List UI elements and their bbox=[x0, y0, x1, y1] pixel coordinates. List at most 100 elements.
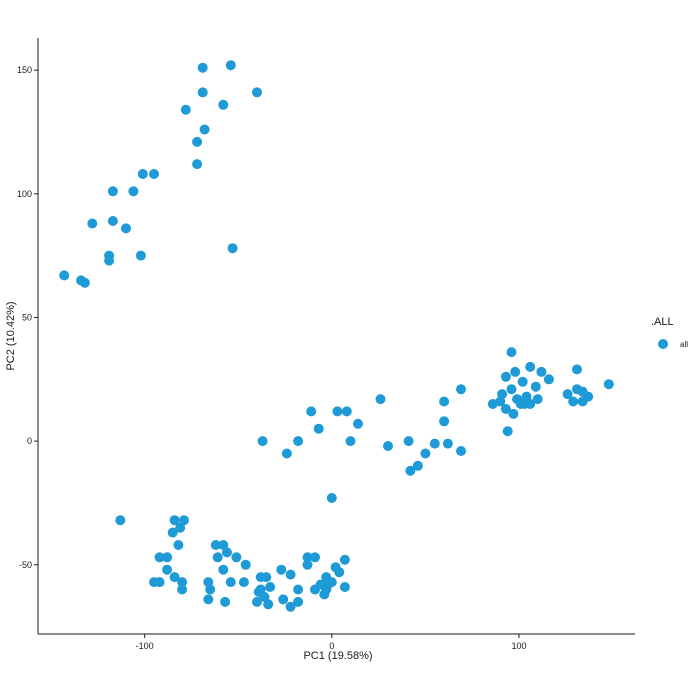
data-point bbox=[192, 136, 203, 147]
data-point bbox=[238, 577, 249, 588]
data-point bbox=[276, 564, 287, 575]
data-point bbox=[568, 396, 579, 407]
data-point bbox=[218, 99, 229, 110]
data-point bbox=[162, 552, 173, 563]
data-point bbox=[525, 361, 536, 372]
legend-label-all: all bbox=[680, 340, 688, 349]
data-point bbox=[180, 104, 191, 115]
data-point bbox=[285, 601, 296, 612]
data-point bbox=[137, 169, 148, 179]
data-point bbox=[227, 243, 238, 254]
data-point bbox=[310, 552, 320, 563]
data-point bbox=[341, 406, 352, 417]
data-point bbox=[167, 527, 178, 538]
data-point bbox=[439, 416, 450, 427]
data-point bbox=[259, 591, 270, 602]
data-point bbox=[293, 436, 304, 447]
y-tick-label: 150 bbox=[17, 65, 32, 75]
data-point bbox=[517, 376, 528, 387]
data-point bbox=[205, 584, 216, 595]
data-point bbox=[405, 465, 416, 476]
y-tick-label: 50 bbox=[22, 312, 32, 322]
data-point bbox=[79, 277, 90, 288]
data-point bbox=[319, 589, 330, 600]
data-point bbox=[536, 366, 547, 377]
data-point bbox=[177, 577, 188, 588]
data-point bbox=[107, 186, 118, 197]
legend-title: .ALL bbox=[651, 316, 674, 328]
data-point bbox=[285, 569, 296, 580]
legend-swatch bbox=[658, 339, 668, 349]
data-point bbox=[572, 364, 582, 375]
data-point bbox=[506, 384, 517, 395]
data-point bbox=[293, 584, 304, 595]
data-point bbox=[218, 564, 229, 575]
data-point bbox=[530, 381, 541, 392]
data-point bbox=[420, 448, 431, 459]
data-point bbox=[302, 559, 313, 570]
data-point bbox=[261, 572, 272, 583]
data-point bbox=[104, 255, 115, 266]
data-point bbox=[59, 270, 70, 281]
data-point bbox=[222, 547, 232, 558]
data-point bbox=[345, 436, 356, 447]
x-ticks: -100 0 100 bbox=[136, 634, 526, 651]
x-tick-label: 100 bbox=[511, 641, 526, 651]
data-point bbox=[281, 448, 292, 459]
data-point bbox=[456, 384, 466, 395]
data-point bbox=[502, 426, 513, 437]
data-point bbox=[326, 493, 337, 503]
data-point bbox=[353, 418, 363, 429]
y-tick-label: 100 bbox=[17, 189, 32, 199]
data-point bbox=[265, 582, 276, 592]
data-point bbox=[173, 540, 184, 550]
data-point bbox=[603, 379, 614, 390]
data-point bbox=[169, 572, 180, 583]
data-point bbox=[107, 216, 118, 226]
data-point bbox=[197, 87, 208, 98]
x-axis-title: PC1 (19.58%) bbox=[303, 650, 372, 662]
data-point bbox=[135, 250, 146, 261]
y-tick-label: -50 bbox=[19, 560, 32, 570]
data-point bbox=[162, 564, 173, 575]
data-point bbox=[310, 584, 320, 595]
data-point bbox=[197, 62, 208, 73]
data-point bbox=[257, 436, 268, 447]
data-point bbox=[115, 515, 126, 526]
legend: .ALL all bbox=[651, 316, 688, 349]
data-point bbox=[252, 87, 262, 98]
data-point bbox=[456, 446, 466, 456]
points-layer bbox=[59, 60, 614, 612]
data-point bbox=[334, 567, 345, 578]
data-point bbox=[500, 371, 511, 382]
data-point bbox=[175, 522, 186, 533]
y-tick-label: 0 bbox=[27, 436, 32, 446]
plot-background bbox=[38, 38, 635, 634]
data-point bbox=[263, 599, 274, 610]
data-point bbox=[199, 124, 210, 135]
data-point bbox=[508, 408, 519, 419]
data-point bbox=[177, 584, 188, 595]
data-point bbox=[154, 552, 165, 563]
data-point bbox=[231, 552, 242, 563]
data-point bbox=[383, 441, 393, 451]
data-point bbox=[128, 186, 139, 197]
data-point bbox=[293, 596, 304, 607]
data-point bbox=[495, 396, 506, 407]
data-point bbox=[149, 169, 159, 179]
data-point bbox=[577, 396, 588, 407]
data-point bbox=[543, 374, 554, 385]
data-point bbox=[439, 396, 450, 407]
data-point bbox=[339, 582, 350, 592]
data-point bbox=[169, 515, 180, 526]
data-point bbox=[562, 389, 573, 400]
data-point bbox=[429, 438, 440, 449]
data-point bbox=[225, 60, 236, 71]
data-point bbox=[240, 559, 251, 570]
data-point bbox=[339, 554, 350, 565]
data-point bbox=[179, 515, 189, 526]
data-point bbox=[252, 596, 262, 607]
data-point bbox=[442, 438, 453, 449]
data-point bbox=[532, 394, 543, 405]
